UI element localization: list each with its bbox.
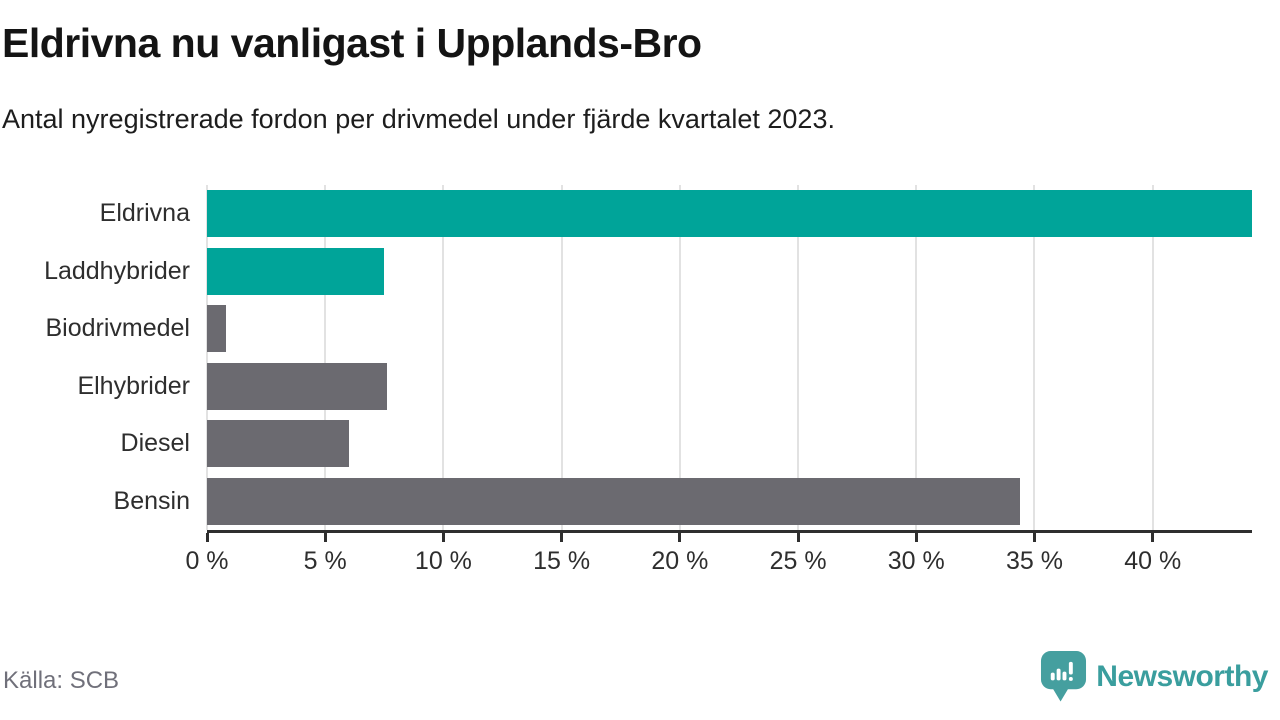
- axis-tick-label: 35 %: [1005, 547, 1063, 575]
- axis-tick: [1032, 533, 1036, 542]
- bar-eldrivna: [207, 190, 1252, 238]
- axis-tick-label: 40 %: [1124, 547, 1182, 575]
- category-label: Eldrivna: [99, 199, 190, 228]
- x-axis: 0 % 5 % 10 % 15 % 20 % 25 % 30 % 35 % 40 %: [185, 533, 1252, 593]
- bar-row: [207, 300, 1252, 358]
- newsworthy-logo: Newsworthy: [1040, 650, 1268, 703]
- bar-row: [207, 473, 1252, 531]
- axis-tick-label: 25 %: [769, 547, 827, 575]
- bar-diesel: [207, 420, 349, 468]
- axis-tick-label: 30 %: [887, 547, 945, 575]
- axis-tick: [678, 533, 682, 542]
- category-labels: Eldrivna Laddhybrider Biodrivmedel Elhybrid…: [0, 185, 190, 530]
- axis-tick: [1151, 533, 1155, 542]
- gridline: [206, 185, 208, 530]
- gridline: [915, 185, 918, 530]
- bar-row: [207, 358, 1252, 416]
- bar-biodrivmedel: [207, 305, 226, 353]
- gridline: [442, 185, 445, 530]
- bar-elhybrider: [207, 362, 387, 410]
- bar-chart: Eldrivna Laddhybrider Biodrivmedel Elhybrid…: [0, 185, 1252, 575]
- gridline: [797, 185, 800, 530]
- page-title: Eldrivna nu vanligast i Upplands-Bro: [2, 20, 702, 66]
- category-label: Elhybrider: [77, 371, 190, 400]
- gridline: [1151, 185, 1154, 530]
- source-note: Källa: SCB: [3, 667, 120, 694]
- category-label: Laddhybrider: [44, 256, 190, 285]
- category-label: Biodrivmedel: [45, 314, 190, 343]
- axis-tick-label: 0 %: [185, 547, 229, 575]
- axis-tick: [323, 533, 327, 542]
- axis-tick: [205, 533, 209, 542]
- newsworthy-bubble-chart-icon: [1041, 651, 1087, 702]
- axis-tick-label: 15 %: [533, 547, 591, 575]
- axis-tick-label: 10 %: [414, 547, 472, 575]
- axis-tick: [560, 533, 564, 542]
- gridline: [678, 185, 681, 530]
- axis-tick: [441, 533, 445, 542]
- plot-area: [206, 185, 1252, 533]
- bar-laddhybrider: [207, 247, 385, 295]
- bar-row: [207, 185, 1252, 243]
- bar-row: [207, 243, 1252, 301]
- axis-tick: [914, 533, 918, 542]
- bar-row: [207, 415, 1252, 473]
- page-subtitle: Antal nyregistrerade fordon per drivmede…: [2, 104, 835, 134]
- axis-tick: [796, 533, 800, 542]
- bar-rows: [207, 185, 1252, 530]
- newsworthy-wordmark: Newsworthy: [1096, 659, 1268, 693]
- axis-tick-label: 20 %: [651, 547, 709, 575]
- bar-bensin: [207, 477, 1021, 525]
- category-label: Bensin: [113, 486, 190, 515]
- gridline: [324, 185, 327, 530]
- category-label: Diesel: [120, 429, 190, 458]
- gridline: [1033, 185, 1036, 530]
- axis-tick-label: 5 %: [303, 547, 347, 575]
- gridline: [560, 185, 563, 530]
